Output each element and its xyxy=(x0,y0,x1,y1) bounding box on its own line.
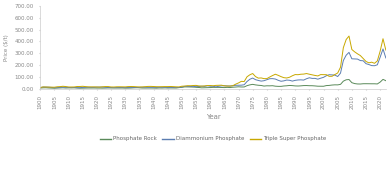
Diammonium Phosphate xyxy=(321,76,326,78)
Triple Super Phosphate xyxy=(383,49,388,51)
Legend: Phosphate Rock, Diammonium Phosphate, Triple Super Phosphate: Phosphate Rock, Diammonium Phosphate, Tr… xyxy=(98,134,328,144)
Y-axis label: Price ($/t): Price ($/t) xyxy=(4,34,9,61)
Diammonium Phosphate xyxy=(383,57,388,59)
Phosphate Rock xyxy=(52,87,57,89)
Triple Super Phosphate xyxy=(347,35,351,37)
Line: Diammonium Phosphate: Diammonium Phosphate xyxy=(40,49,386,88)
Phosphate Rock xyxy=(191,86,195,88)
Triple Super Phosphate xyxy=(38,87,43,89)
X-axis label: Year: Year xyxy=(206,114,220,120)
Diammonium Phosphate xyxy=(72,86,76,89)
Line: Triple Super Phosphate: Triple Super Phosphate xyxy=(40,36,386,88)
Phosphate Rock xyxy=(321,85,326,87)
Triple Super Phosphate xyxy=(137,86,142,88)
Triple Super Phosphate xyxy=(58,86,62,88)
Triple Super Phosphate xyxy=(318,74,323,76)
Phosphate Rock xyxy=(140,87,145,89)
Diammonium Phosphate xyxy=(38,86,43,89)
Phosphate Rock xyxy=(383,80,388,82)
Phosphate Rock xyxy=(381,78,385,81)
Diammonium Phosphate xyxy=(78,87,82,89)
Diammonium Phosphate xyxy=(381,48,385,50)
Diammonium Phosphate xyxy=(140,86,145,88)
Phosphate Rock xyxy=(75,87,80,89)
Diammonium Phosphate xyxy=(191,86,195,88)
Phosphate Rock xyxy=(60,87,65,89)
Diammonium Phosphate xyxy=(58,86,62,88)
Line: Phosphate Rock: Phosphate Rock xyxy=(40,79,386,88)
Triple Super Phosphate xyxy=(188,85,193,87)
Triple Super Phosphate xyxy=(72,86,76,88)
Phosphate Rock xyxy=(38,87,43,89)
Diammonium Phosphate xyxy=(112,87,116,89)
Phosphate Rock xyxy=(80,87,85,89)
Triple Super Phosphate xyxy=(78,85,82,88)
